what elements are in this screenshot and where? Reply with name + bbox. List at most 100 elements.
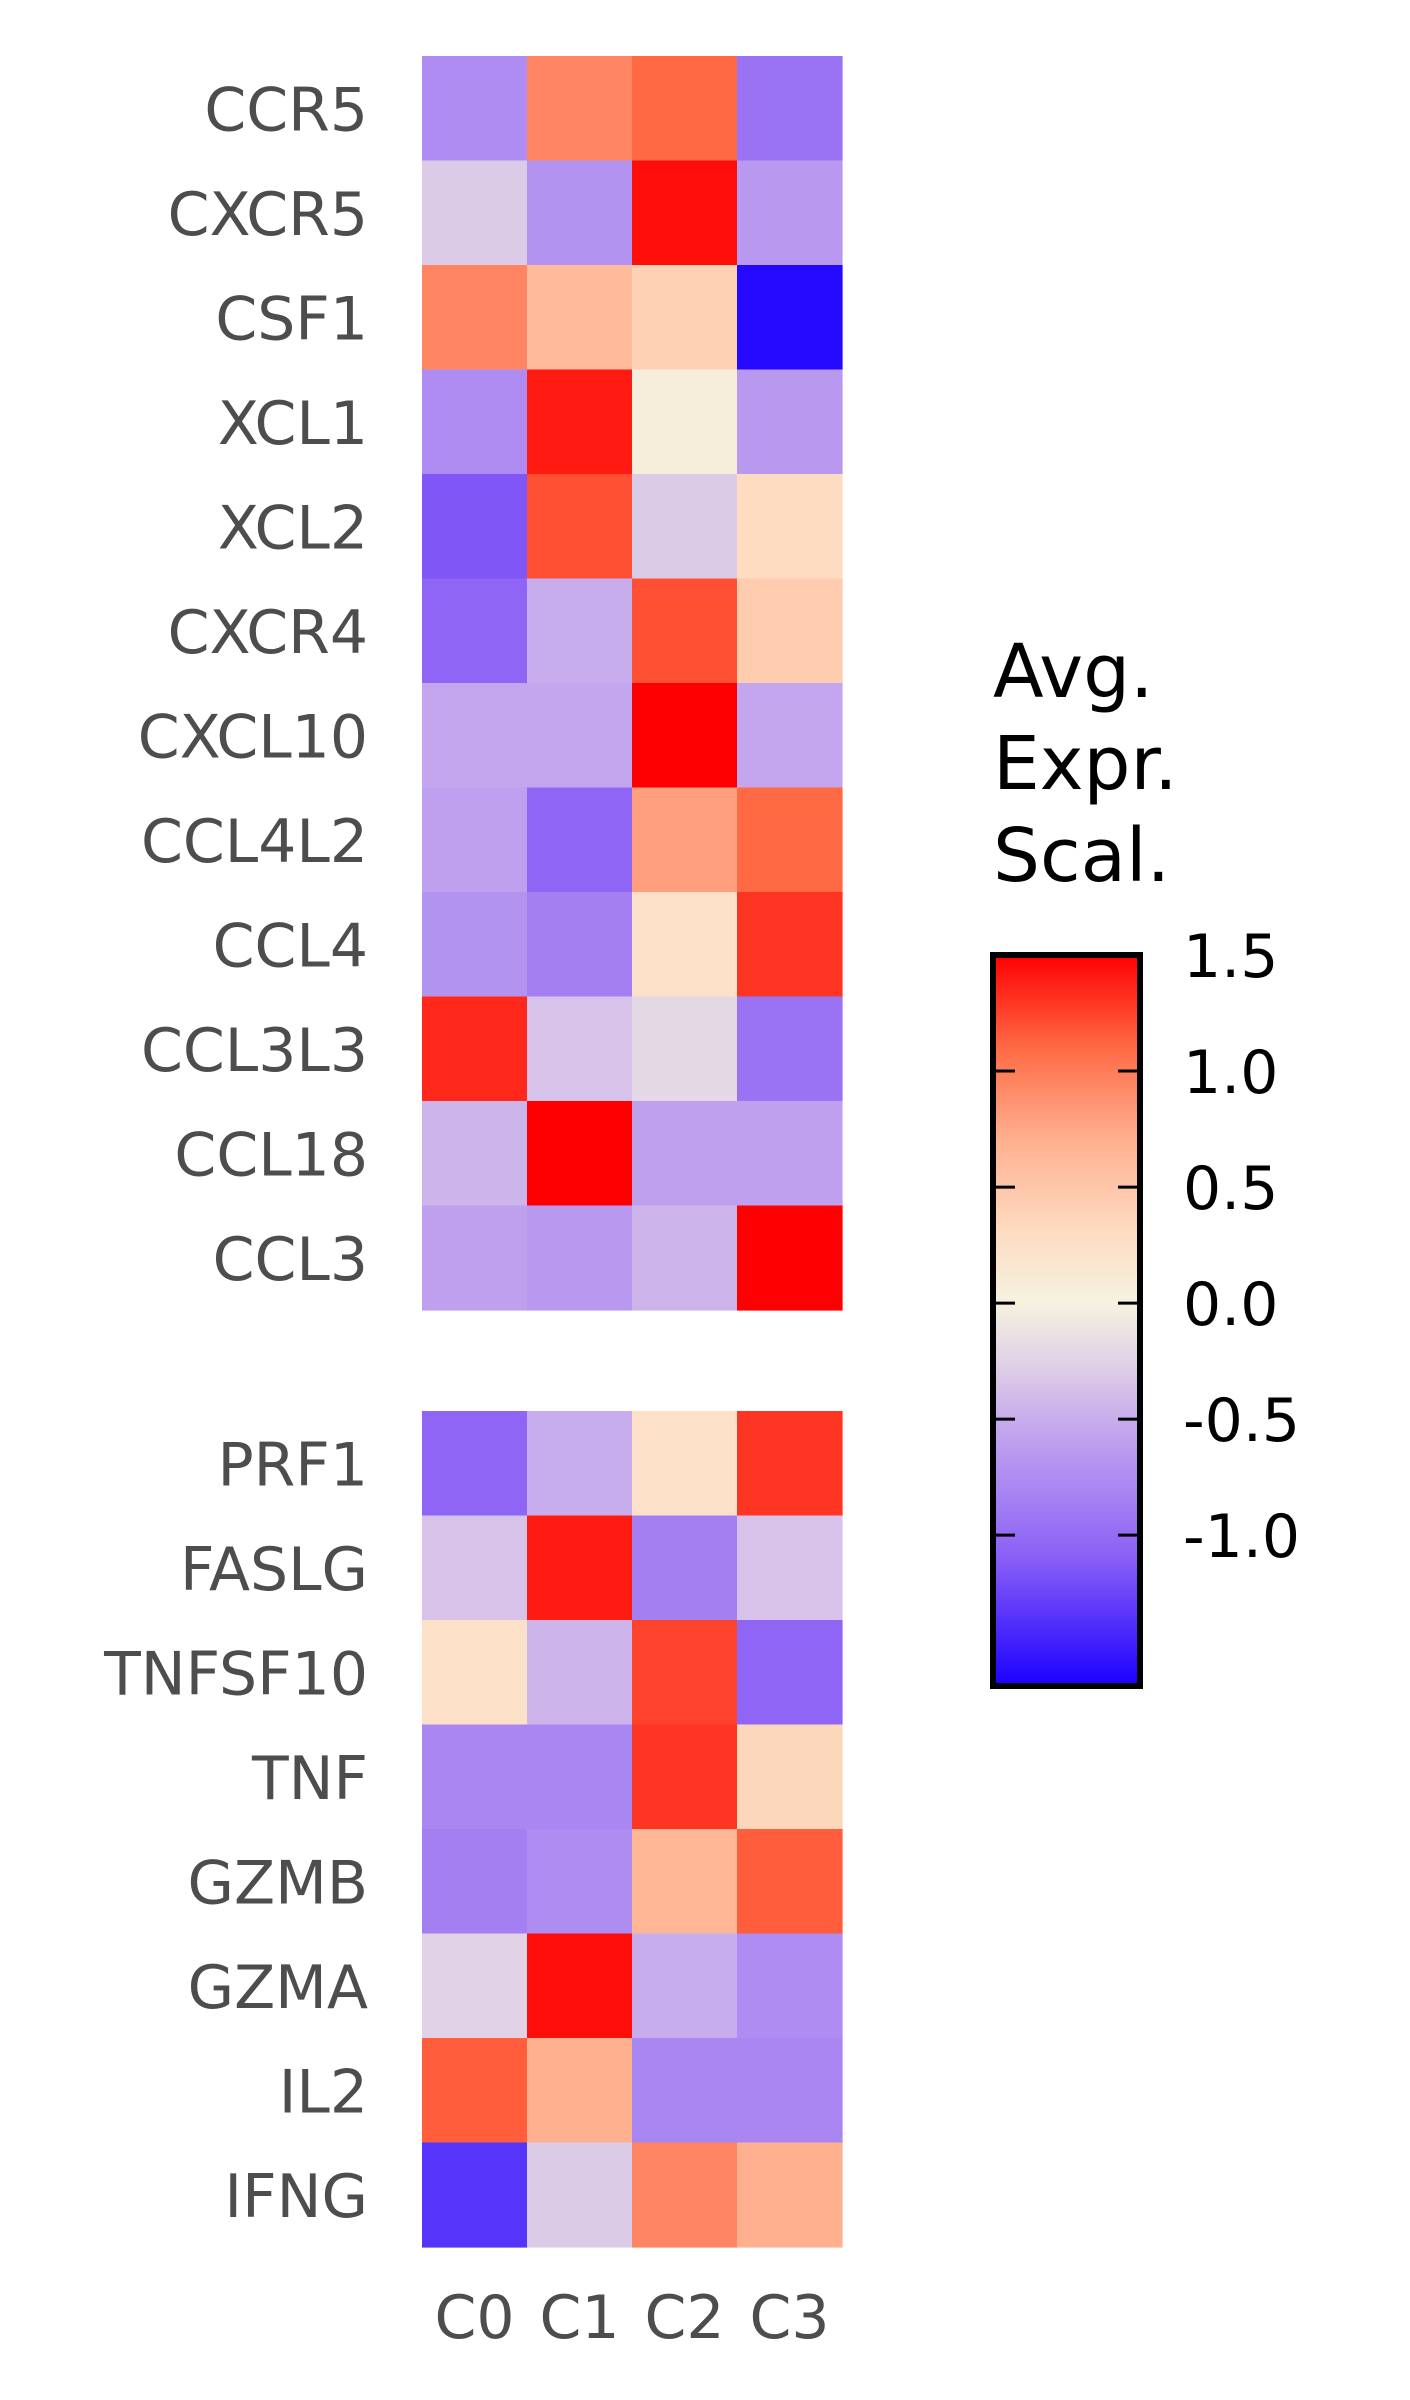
cell-ccr5-c2 bbox=[632, 56, 738, 162]
cell-ccl18-c1 bbox=[527, 1101, 633, 1207]
cell-ccl4-c3 bbox=[737, 892, 843, 998]
column-label-c1: C1 bbox=[539, 2283, 619, 2353]
cell-prf1-c1 bbox=[527, 1411, 633, 1517]
cell-ccr5-c3 bbox=[737, 56, 843, 162]
cell-cxcl10-c2 bbox=[632, 683, 738, 789]
cell-cxcl10-c1 bbox=[527, 683, 633, 789]
cell-ccr5-c0 bbox=[422, 56, 528, 162]
cell-prf1-c2 bbox=[632, 1411, 738, 1517]
row-label-faslg: FASLG bbox=[180, 1535, 368, 1605]
cell-gzmb-c0 bbox=[422, 1829, 528, 1935]
cell-ccl4l2-c2 bbox=[632, 787, 738, 893]
cell-ifng-c0 bbox=[422, 2142, 528, 2248]
cell-ccl3-c2 bbox=[632, 1205, 738, 1311]
cell-cxcr5-c0 bbox=[422, 160, 528, 266]
column-labels: C0 C1 C2 C3 bbox=[434, 2283, 829, 2353]
colorbar-tick-label: 0.5 bbox=[1183, 1154, 1278, 1224]
cell-ifng-c3 bbox=[737, 2142, 843, 2248]
cell-tnfsf10-c2 bbox=[632, 1620, 738, 1726]
cell-ccl4-c0 bbox=[422, 892, 528, 998]
cell-faslg-c3 bbox=[737, 1515, 843, 1621]
cell-ccl4-c1 bbox=[527, 892, 633, 998]
cell-cxcr4-c3 bbox=[737, 578, 843, 684]
cell-gzma-c2 bbox=[632, 1933, 738, 2039]
cell-prf1-c0 bbox=[422, 1411, 528, 1517]
cell-ifng-c2 bbox=[632, 2142, 738, 2248]
cell-il2-c3 bbox=[737, 2038, 843, 2144]
cell-ccr5-c1 bbox=[527, 56, 633, 162]
row-label-ccl4: CCL4 bbox=[213, 911, 368, 981]
cell-il2-c2 bbox=[632, 2038, 738, 2144]
cell-cxcl10-c3 bbox=[737, 683, 843, 789]
cell-csf1-c3 bbox=[737, 265, 843, 371]
colorbar-tick-label: 1.5 bbox=[1183, 922, 1278, 992]
row-label-tnf: TNF bbox=[251, 1744, 368, 1814]
cell-ccl3-c0 bbox=[422, 1205, 528, 1311]
cell-tnf-c1 bbox=[527, 1724, 633, 1830]
row-label-xcl1: XCL1 bbox=[218, 389, 368, 459]
colorbar-title-line-1: Avg. bbox=[993, 629, 1154, 715]
row-label-il2: IL2 bbox=[279, 2057, 368, 2127]
row-label-xcl2: XCL2 bbox=[218, 493, 368, 563]
cell-ccl4l2-c1 bbox=[527, 787, 633, 893]
colorbar-tick-label: -1.0 bbox=[1183, 1502, 1300, 1572]
cell-tnfsf10-c1 bbox=[527, 1620, 633, 1726]
cell-cxcl10-c0 bbox=[422, 683, 528, 789]
colorbar-title-line-3: Scal. bbox=[993, 813, 1170, 899]
row-label-ifng: IFNG bbox=[224, 2162, 368, 2232]
colorbar-tick-label: 1.0 bbox=[1183, 1038, 1278, 1108]
cell-ccl3-c1 bbox=[527, 1205, 633, 1311]
cell-xcl2-c0 bbox=[422, 474, 528, 580]
column-label-c3: C3 bbox=[749, 2283, 829, 2353]
cell-ccl18-c2 bbox=[632, 1101, 738, 1207]
cell-tnf-c3 bbox=[737, 1724, 843, 1830]
cell-ccl3l3-c0 bbox=[422, 996, 528, 1102]
cell-il2-c0 bbox=[422, 2038, 528, 2144]
cell-csf1-c2 bbox=[632, 265, 738, 371]
cell-ccl4l2-c0 bbox=[422, 787, 528, 893]
colorbar-ticks: 1.5 1.0 0.5 0.0 -0.5 -1.0 bbox=[993, 922, 1300, 1572]
row-label-tnfsf10: TNFSF10 bbox=[103, 1639, 368, 1709]
cell-ccl3l3-c1 bbox=[527, 996, 633, 1102]
cell-tnfsf10-c0 bbox=[422, 1620, 528, 1726]
colorbar-title: Avg.Expr.Scal. bbox=[993, 629, 1178, 899]
cell-faslg-c0 bbox=[422, 1515, 528, 1621]
row-label-ccl4l2: CCL4L2 bbox=[141, 807, 368, 877]
column-label-c2: C2 bbox=[644, 2283, 724, 2353]
colorbar-legend: Avg.Expr.Scal. 1.5 1.0 0.5 0.0 -0.5 -1.0 bbox=[990, 629, 1300, 1689]
cell-cxcr5-c3 bbox=[737, 160, 843, 266]
cell-xcl2-c1 bbox=[527, 474, 633, 580]
row-label-ccl18: CCL18 bbox=[174, 1120, 368, 1190]
colorbar bbox=[990, 952, 1143, 1689]
cell-cxcr4-c1 bbox=[527, 578, 633, 684]
cell-xcl1-c1 bbox=[527, 369, 633, 475]
cell-xcl1-c0 bbox=[422, 369, 528, 475]
cell-cxcr5-c2 bbox=[632, 160, 738, 266]
cell-xcl1-c2 bbox=[632, 369, 738, 475]
cell-xcl2-c3 bbox=[737, 474, 843, 580]
row-label-ccr5: CCR5 bbox=[204, 75, 368, 145]
cell-ccl18-c3 bbox=[737, 1101, 843, 1207]
row-label-gzmb: GZMB bbox=[187, 1848, 368, 1918]
cell-ccl4l2-c3 bbox=[737, 787, 843, 893]
cell-gzmb-c2 bbox=[632, 1829, 738, 1935]
cell-tnf-c2 bbox=[632, 1724, 738, 1830]
cell-ccl4-c2 bbox=[632, 892, 738, 998]
cell-csf1-c1 bbox=[527, 265, 633, 371]
heatmap-panel-2: PRF1 FASLG TNFSF10 TNF GZMB GZMA IL2 IFNG bbox=[103, 1411, 843, 2248]
cell-csf1-c0 bbox=[422, 265, 528, 371]
cell-ccl18-c0 bbox=[422, 1101, 528, 1207]
row-label-csf1: CSF1 bbox=[215, 284, 368, 354]
cell-cxcr4-c2 bbox=[632, 578, 738, 684]
heatmap-panel-1: CCR5 CXCR5 CSF1 XCL1 XCL2 CXCR4 CXCL10 CCL4L2 CC… bbox=[138, 56, 843, 1311]
row-label-cxcr4: CXCR4 bbox=[168, 598, 368, 668]
cell-gzma-c0 bbox=[422, 1933, 528, 2039]
cell-gzmb-c1 bbox=[527, 1829, 633, 1935]
cell-il2-c1 bbox=[527, 2038, 633, 2144]
cell-xcl2-c2 bbox=[632, 474, 738, 580]
row-label-ccl3: CCL3 bbox=[213, 1225, 368, 1295]
row-label-prf1: PRF1 bbox=[217, 1430, 368, 1500]
cell-gzma-c3 bbox=[737, 1933, 843, 2039]
cell-faslg-c1 bbox=[527, 1515, 633, 1621]
